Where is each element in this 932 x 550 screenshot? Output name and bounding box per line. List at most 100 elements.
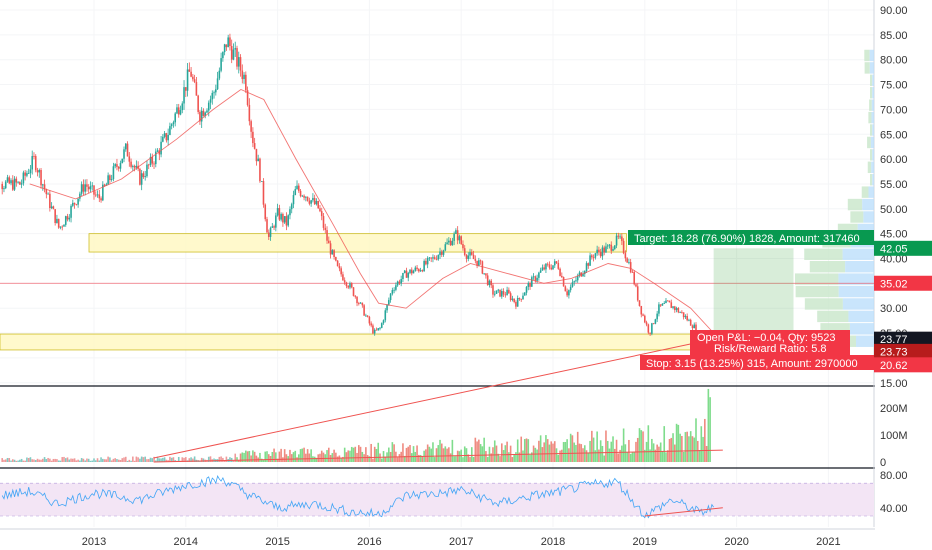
ma-line <box>29 88 719 339</box>
candle-body <box>253 143 256 149</box>
candle-body <box>299 190 302 197</box>
volume-bar <box>421 456 424 462</box>
volume-bar <box>674 444 676 462</box>
volume-bar <box>6 457 9 462</box>
candle-body <box>343 280 346 283</box>
candle-body <box>116 164 118 167</box>
volume-bar <box>308 453 311 462</box>
volume-bar <box>624 444 627 462</box>
profile-bar-up <box>817 310 849 323</box>
volume-bar <box>658 446 660 462</box>
volume-bar <box>276 458 279 462</box>
volume-bar <box>681 435 683 462</box>
volume-bar <box>372 458 374 462</box>
volume-bar <box>594 450 597 462</box>
volume-bar <box>84 460 86 462</box>
volume-bar <box>13 459 16 462</box>
volume-bar <box>419 454 422 462</box>
volume-bar <box>137 457 139 462</box>
volume-bar <box>672 433 674 462</box>
volume-bar <box>444 446 447 462</box>
volume-bar <box>163 457 166 462</box>
candle-body <box>336 260 339 267</box>
candle-body <box>370 323 372 326</box>
volume-bar <box>426 444 429 462</box>
volume-bar <box>26 457 28 462</box>
candle-body <box>153 163 155 165</box>
price-candles <box>1 33 715 354</box>
candle-body <box>419 270 422 272</box>
candle-body <box>340 268 342 275</box>
moving-average-line <box>29 88 719 339</box>
candle-body <box>87 186 90 190</box>
profile-bar-up <box>837 223 858 236</box>
candle-body <box>91 185 94 187</box>
volume-bar <box>133 460 136 462</box>
volume-tick-label: 100M <box>880 430 908 442</box>
volume-bar <box>91 460 94 462</box>
candle-body <box>509 293 512 300</box>
volume-bar <box>702 436 704 462</box>
volume-bar <box>222 457 224 462</box>
volume-bar <box>144 456 146 462</box>
volume-bar <box>689 431 692 462</box>
profile-bar-down <box>872 149 874 161</box>
volume-bar <box>162 457 164 462</box>
candle-body <box>243 74 245 80</box>
candle-body <box>469 252 471 256</box>
candle-body <box>589 255 591 266</box>
volume-bar <box>591 430 593 462</box>
candle-body <box>523 292 526 296</box>
candle-body <box>451 240 454 246</box>
volume-bar <box>403 455 406 462</box>
candle-body <box>232 49 235 60</box>
candle-body <box>536 277 538 281</box>
volume-bar <box>418 454 420 462</box>
candle-body <box>4 181 7 189</box>
volume-bar <box>617 453 620 462</box>
candle-body <box>675 308 678 311</box>
candle-body <box>686 316 688 321</box>
volume-bar <box>592 437 595 462</box>
candle-body <box>174 113 177 123</box>
candle-body <box>117 166 120 169</box>
candle-body <box>327 240 330 244</box>
volume-bar <box>200 457 203 462</box>
candle-body <box>297 185 300 191</box>
volume-bar <box>707 388 710 462</box>
volume-bar <box>80 458 83 462</box>
candle-body <box>6 177 9 182</box>
volume-bar <box>437 445 440 462</box>
time-tick-label: 2018 <box>541 536 565 548</box>
candle-body <box>93 185 95 195</box>
price-tick-label: 80.00 <box>880 55 908 67</box>
time-tick-label: 2021 <box>816 536 840 548</box>
volume-bar <box>170 457 173 462</box>
volume-bar <box>132 456 134 462</box>
volume-bar <box>252 450 254 462</box>
volume-trendline-lower <box>153 449 723 463</box>
candle-body <box>631 272 634 273</box>
volume-bar <box>564 441 567 462</box>
candle-body <box>352 287 355 296</box>
profile-bar-up <box>867 136 871 149</box>
profile-bar-down <box>848 310 874 323</box>
candle-body <box>11 180 14 190</box>
candle-body <box>350 283 353 288</box>
volume-bar <box>610 441 613 462</box>
volume-bar <box>185 457 187 462</box>
volume-bar <box>165 459 168 462</box>
candle-body <box>601 247 604 257</box>
candle-body <box>220 58 222 71</box>
price-tick-label: 60.00 <box>880 154 908 166</box>
candle-body <box>389 293 392 301</box>
candle-body <box>151 156 154 164</box>
candle-body <box>179 110 182 115</box>
candle-body <box>197 95 199 112</box>
volume-bar <box>599 440 602 462</box>
volume-bar <box>409 444 411 462</box>
volume-bar <box>246 451 249 462</box>
candle-body <box>396 281 399 286</box>
candle-body <box>107 175 109 185</box>
